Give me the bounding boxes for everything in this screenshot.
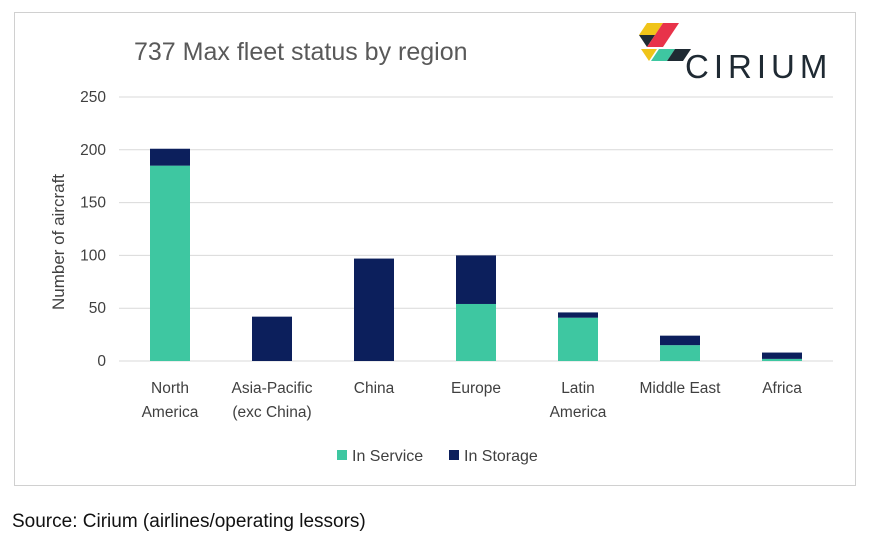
y-tick-label: 0 — [97, 353, 106, 370]
bar-in-service — [660, 345, 700, 361]
source-note: Source: Cirium (airlines/operating lesso… — [12, 511, 366, 532]
bar-in-storage — [558, 312, 598, 318]
cirium-logo-icon — [639, 23, 691, 61]
y-tick-label: 50 — [89, 300, 107, 317]
y-axis-label-group: Number of aircraft — [49, 174, 68, 310]
x-tick-label: Middle East — [640, 380, 722, 397]
bar-in-storage — [660, 335, 700, 346]
legend-label: In Service — [352, 448, 423, 465]
chart-title: 737 Max fleet status by region — [134, 38, 468, 66]
bar-in-storage — [762, 352, 802, 359]
bar-in-service — [762, 358, 802, 361]
y-axis-label: Number of aircraft — [49, 174, 68, 310]
cirium-logo: CIRIUM — [639, 23, 832, 85]
bar-in-storage — [150, 148, 190, 166]
legend-swatch — [337, 450, 347, 460]
chart-frame: 737 Max fleet status by region CIRIUM Nu… — [14, 12, 856, 486]
bar-in-storage — [354, 258, 394, 361]
legend-swatch — [449, 450, 459, 460]
legend-label: In Storage — [464, 448, 538, 465]
y-tick-label: 200 — [80, 142, 106, 159]
chart: 737 Max fleet status by region CIRIUM Nu… — [49, 23, 833, 465]
x-tick-label: North America — [142, 380, 199, 421]
brand-name: CIRIUM — [685, 48, 832, 85]
bar-in-service — [150, 165, 190, 361]
y-tick-label: 150 — [80, 195, 106, 212]
bar-in-storage — [456, 255, 496, 304]
x-tick-label: Europe — [451, 380, 501, 397]
x-tick-label: Latin America — [550, 380, 607, 421]
bar-in-storage — [252, 316, 292, 361]
bar-in-service — [558, 317, 598, 361]
x-tick-label: Africa — [762, 380, 802, 397]
x-tick-label: China — [354, 380, 395, 397]
y-tick-label: 250 — [80, 89, 106, 106]
bar-in-service — [456, 303, 496, 361]
y-tick-label: 100 — [80, 247, 106, 264]
x-tick-label: Asia-Pacific (exc China) — [232, 380, 313, 421]
